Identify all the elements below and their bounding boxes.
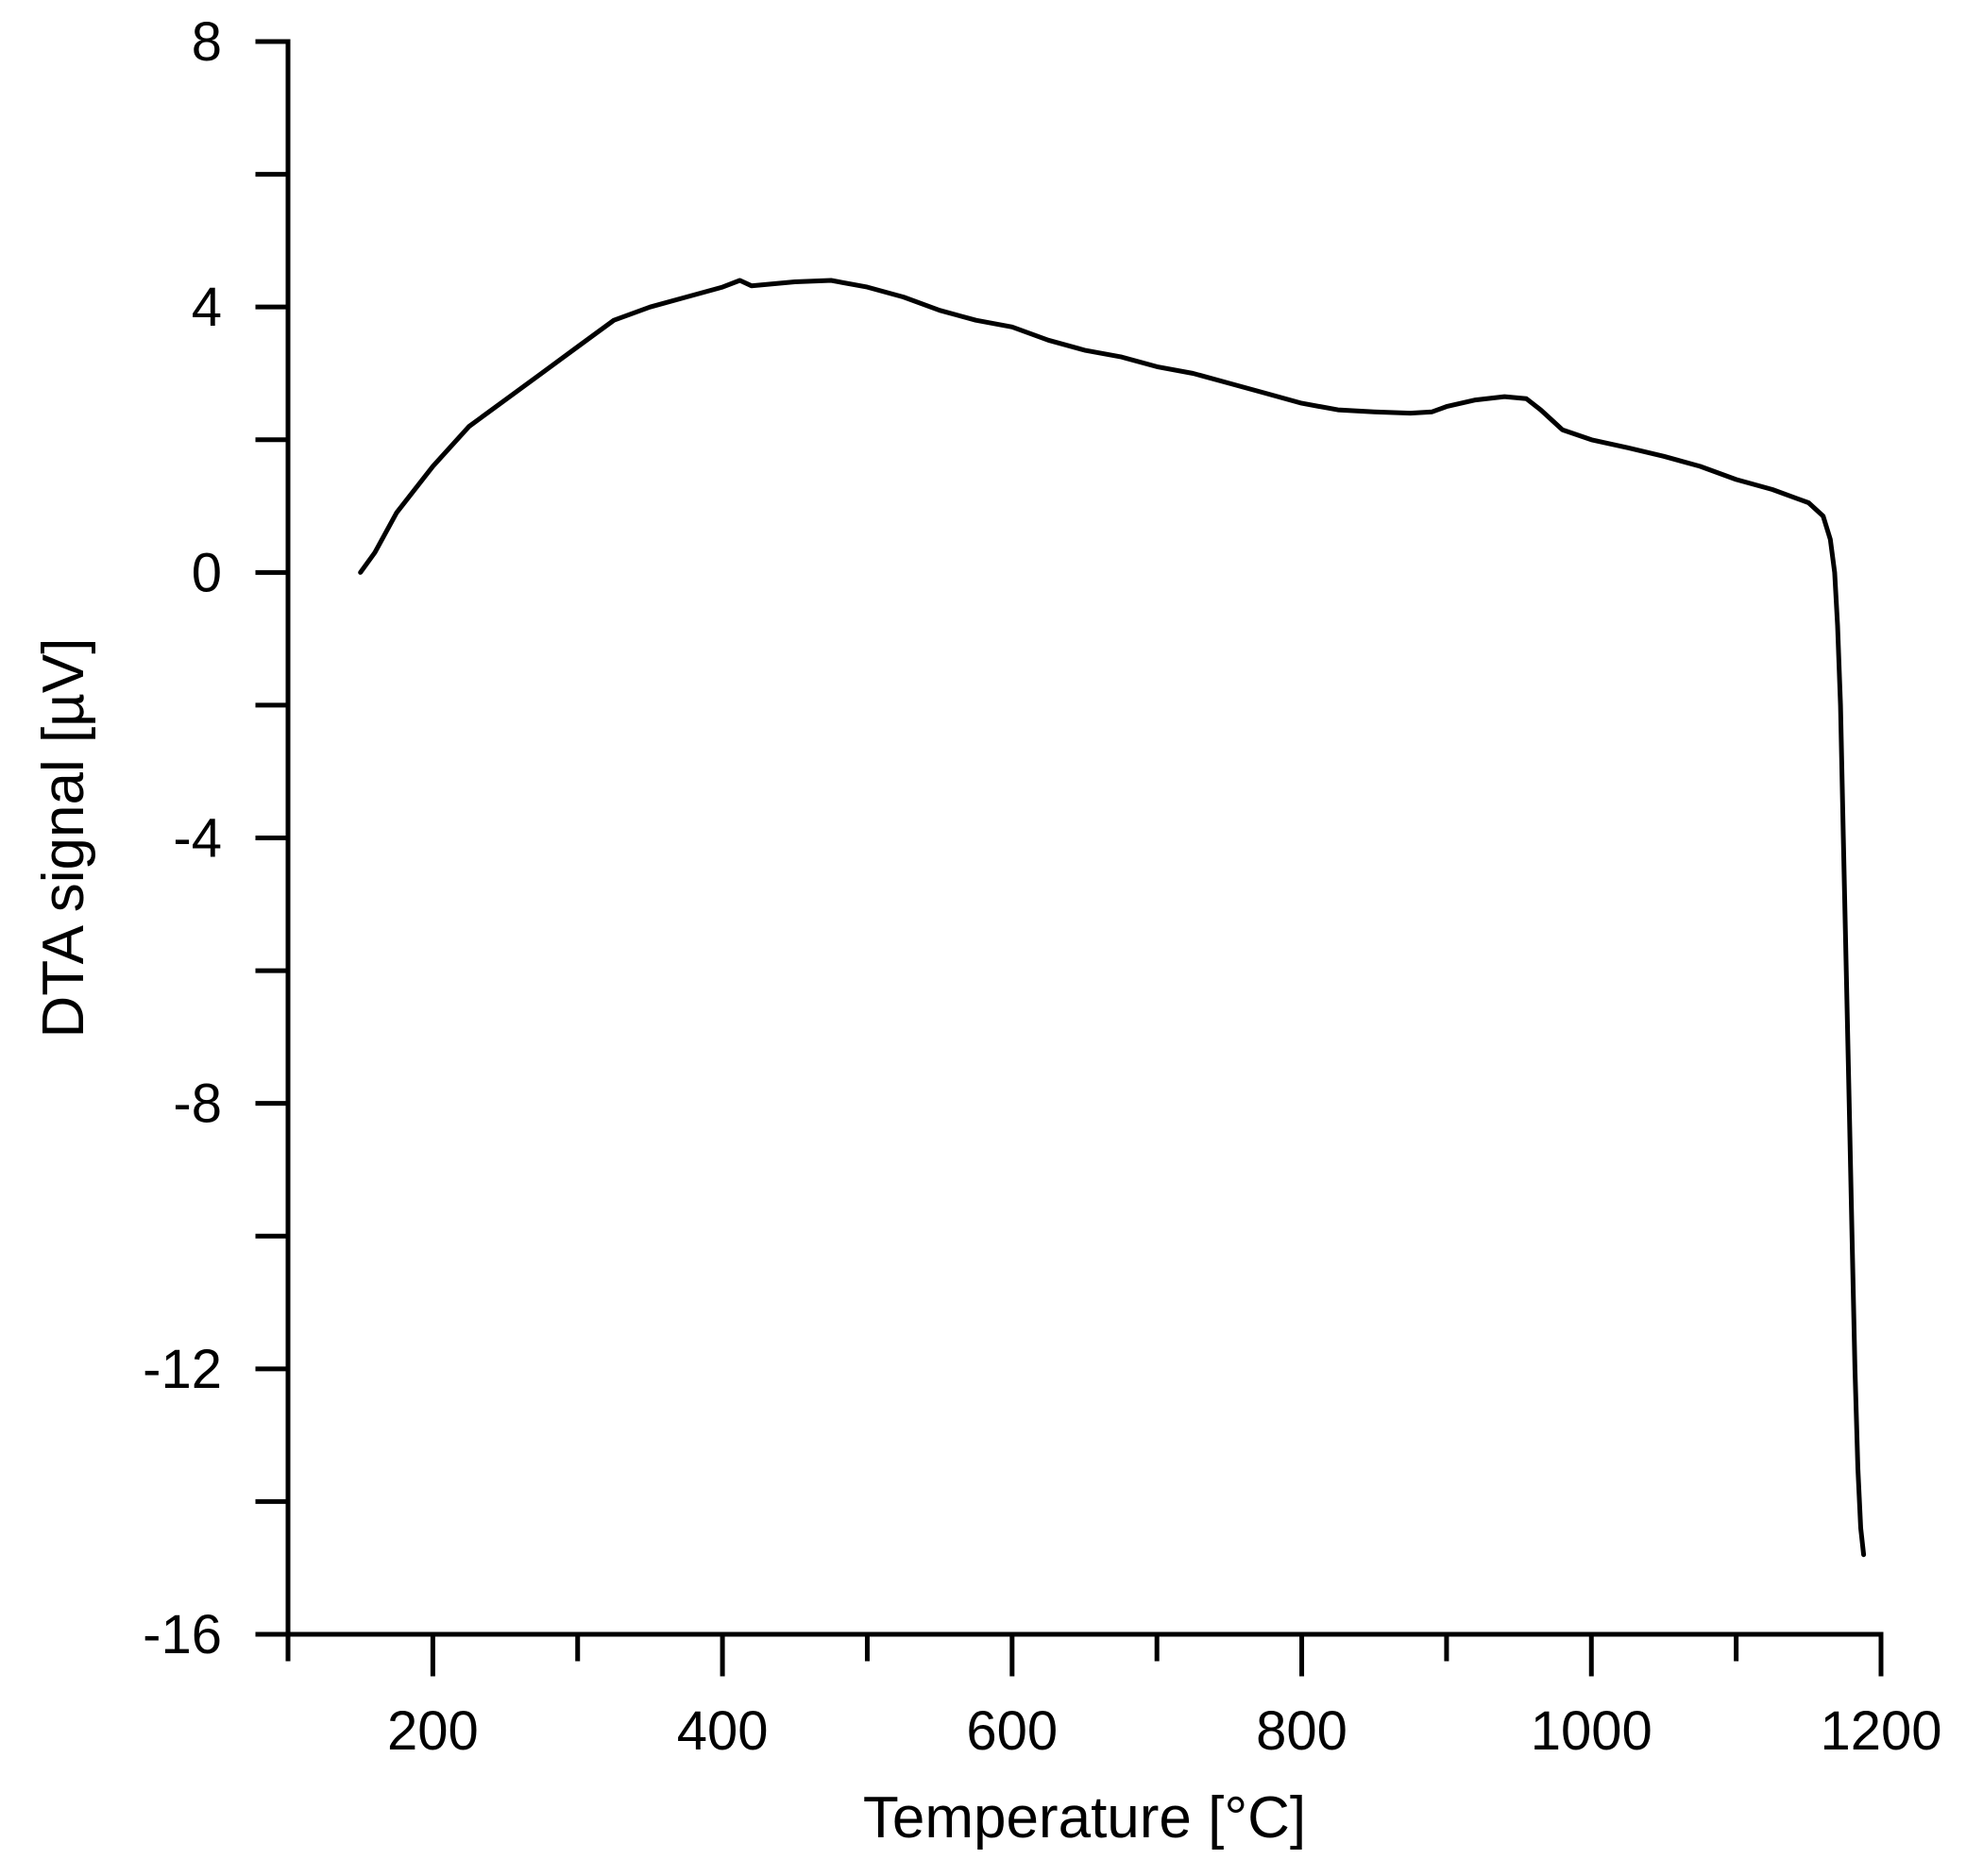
x-tick-label: 200 — [387, 1700, 479, 1762]
ticks — [255, 39, 1884, 1677]
x-tick-label: 1200 — [1820, 1700, 1941, 1762]
y-tick-label: 0 — [192, 542, 222, 603]
y-tick-label: -12 — [143, 1339, 222, 1400]
y-tick-label: -16 — [143, 1604, 222, 1665]
x-tick-label: 400 — [677, 1700, 769, 1762]
axes — [285, 39, 1884, 1637]
dta-series-line — [358, 278, 1867, 1558]
x-tick-label: 600 — [966, 1700, 1058, 1762]
x-tick-label: 800 — [1256, 1700, 1347, 1762]
y-tick-label: -8 — [173, 1073, 222, 1135]
series-group — [358, 278, 1867, 1558]
y-axis-title: DTA signal [µV] — [31, 638, 96, 1039]
x-axis-title: Temperature [°C] — [863, 1785, 1306, 1851]
tick-labels: -16 -12 -8 -4 0 4 8 200 400 600 800 1000 1200 — [143, 11, 1941, 1762]
x-tick-label: 1000 — [1531, 1700, 1652, 1762]
y-tick-label: 4 — [192, 277, 222, 338]
y-tick-label: -4 — [173, 808, 222, 870]
y-tick-label: 8 — [192, 11, 222, 73]
